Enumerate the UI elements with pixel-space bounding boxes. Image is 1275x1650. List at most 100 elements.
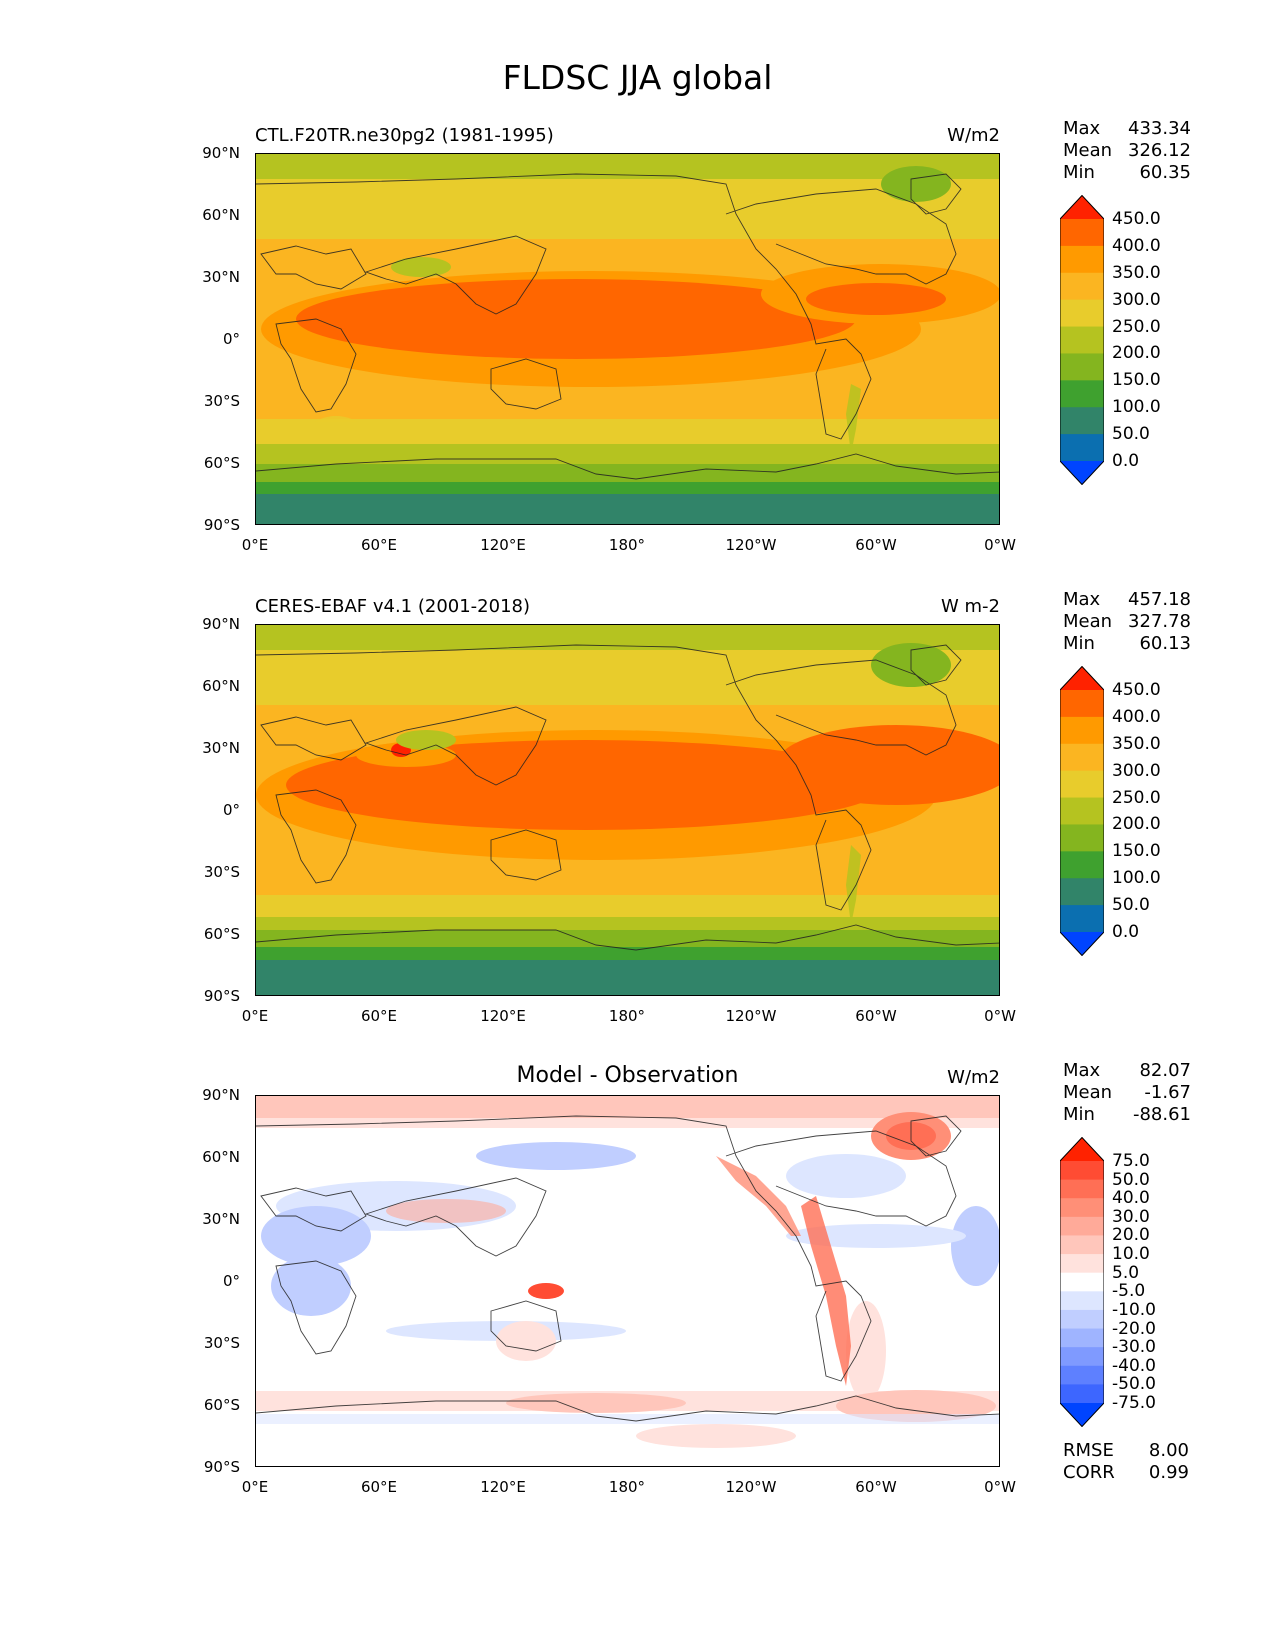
colorbar-tick-label: -5.0 [1112,1281,1146,1302]
colorbar-tick-label: 0.0 [1112,451,1140,471]
colorbar-segment [1060,878,1104,906]
colorbar-outline [1060,195,1104,485]
x-tick-label: 0°E [241,536,269,554]
colorbar-tick-label: 200.0 [1112,343,1161,364]
colorbar-segment [1060,770,1104,799]
stat-value: 327.78 [1128,611,1191,632]
metric-label: CORR [1063,1462,1115,1483]
colorbar-tick-label: 100.0 [1112,868,1161,889]
colorbar [1060,1137,1104,1427]
panel-model: CTL.F20TR.ne30pg2 (1981-1995) W/m2 [0,118,1275,613]
colorbar-tick-label: 50.0 [1112,1169,1150,1190]
stat-label: Min [1063,633,1095,654]
colorbar-segment [1060,326,1104,354]
y-tick-label: 0° [222,330,240,348]
stats-block: Max 433.34 Mean 326.12 Min 60.35 [1063,118,1191,184]
panel-center-title: Model - Observation [516,1063,739,1088]
y-tick-label: 90°S [203,1458,240,1476]
y-tick-label: 90°N [202,615,240,633]
colorbar-tick-label: 400.0 [1112,706,1161,727]
x-tick-label: 120°W [725,1007,777,1025]
colorbar-segment [1060,434,1104,462]
colorbar-tick-label: 300.0 [1112,289,1161,310]
x-tick-label: 120°W [725,536,777,554]
panel-difference: Model - Observation W/m2 [0,1060,1275,1555]
y-tick-label: 30°S [203,392,240,410]
y-tick-label: 30°N [202,1210,240,1228]
x-tick-label: 0°W [984,536,1016,554]
stat-value: 60.13 [1139,633,1191,654]
y-tick-label: 0° [222,1272,240,1290]
metric-value: 8.00 [1148,1440,1189,1461]
map-field [256,1096,999,1466]
colorbar-segment [1060,1384,1104,1404]
colorbar-tick-label: 100.0 [1112,397,1161,418]
colorbar-extend-max [1060,666,1104,690]
metric-label: RMSE [1063,1440,1114,1461]
x-tick-label: 60°W [855,1007,897,1025]
colorbar [1060,195,1104,485]
colorbar-extend-min [1060,461,1104,485]
y-tick-label: 60°S [203,1396,240,1414]
colorbar-segment [1060,353,1104,381]
colorbar-segment [1060,245,1104,274]
metrics-block: RMSE 8.00 CORR 0.99 [1063,1440,1189,1484]
y-tick-label: 30°N [202,739,240,757]
stat-label: Min [1063,162,1095,183]
metric-value: 0.99 [1148,1462,1189,1483]
stat-label: Max [1063,589,1101,610]
y-tick-label: 90°N [202,1086,240,1104]
colorbar-segment [1060,1272,1104,1292]
stat-label: Mean [1063,1082,1113,1103]
stat-label: Min [1063,1104,1095,1125]
colorbar-outline [1060,1137,1104,1427]
y-tick-label: 90°N [202,144,240,162]
colorbar-tick-label: -50.0 [1112,1374,1156,1395]
map-area [255,624,1000,996]
colorbar-tick-label: 5.0 [1112,1262,1140,1283]
stat-value: 457.18 [1128,589,1191,610]
colorbar-tick-label: 400.0 [1112,235,1161,256]
colorbar-tick-label: 0.0 [1112,922,1140,942]
x-tick-label: 60°W [855,536,897,554]
x-tick-label: 60°W [855,1478,897,1496]
panel-left-title: CTL.F20TR.ne30pg2 (1981-1995) [255,125,554,146]
colorbar-outline [1060,666,1104,956]
colorbar-tick-label: 20.0 [1112,1225,1150,1246]
x-tick-label: 0°E [241,1007,269,1025]
colorbar-segment [1060,1365,1104,1385]
colorbar-segment [1060,1235,1104,1255]
colorbar-tick-label: 10.0 [1112,1244,1150,1265]
colorbar-tick-label: 250.0 [1112,316,1161,337]
stat-value: 433.34 [1128,118,1191,139]
stat-label: Mean [1063,611,1113,632]
y-tick-label: 0° [222,801,240,819]
stat-value: 60.35 [1139,162,1191,183]
y-tick-label: 60°N [202,1148,240,1166]
stat-value: -1.67 [1144,1082,1191,1103]
y-tick-label: 30°S [203,863,240,881]
colorbar-tick-label: 300.0 [1112,760,1161,781]
x-tick-label: 180° [608,1478,646,1496]
colorbar-segment [1060,690,1104,718]
colorbar-tick-label: 50.0 [1112,424,1150,445]
colorbar-segment [1060,1216,1104,1236]
x-tick-label: 180° [608,536,646,554]
colorbar-segment [1060,219,1104,247]
colorbar-extend-min [1060,932,1104,956]
x-tick-label: 60°E [360,536,398,554]
colorbar-tick-label: 30.0 [1112,1206,1150,1227]
colorbar-segment [1060,851,1104,879]
colorbar-tick-label: 40.0 [1112,1188,1150,1209]
colorbar-segment [1060,1198,1104,1218]
x-tick-label: 0°W [984,1007,1016,1025]
colorbar-segment [1060,272,1104,301]
x-tick-label: 120°E [480,1478,526,1496]
stat-value: -88.61 [1132,1104,1191,1125]
colorbar-tick-label: 450.0 [1112,209,1161,229]
colorbar-tick-label: 50.0 [1112,895,1150,916]
x-tick-label: 120°W [725,1478,777,1496]
colorbar-tick-label: -75.0 [1112,1393,1156,1413]
x-tick-label: 60°E [360,1007,398,1025]
colorbar-tick-label: -10.0 [1112,1299,1156,1320]
